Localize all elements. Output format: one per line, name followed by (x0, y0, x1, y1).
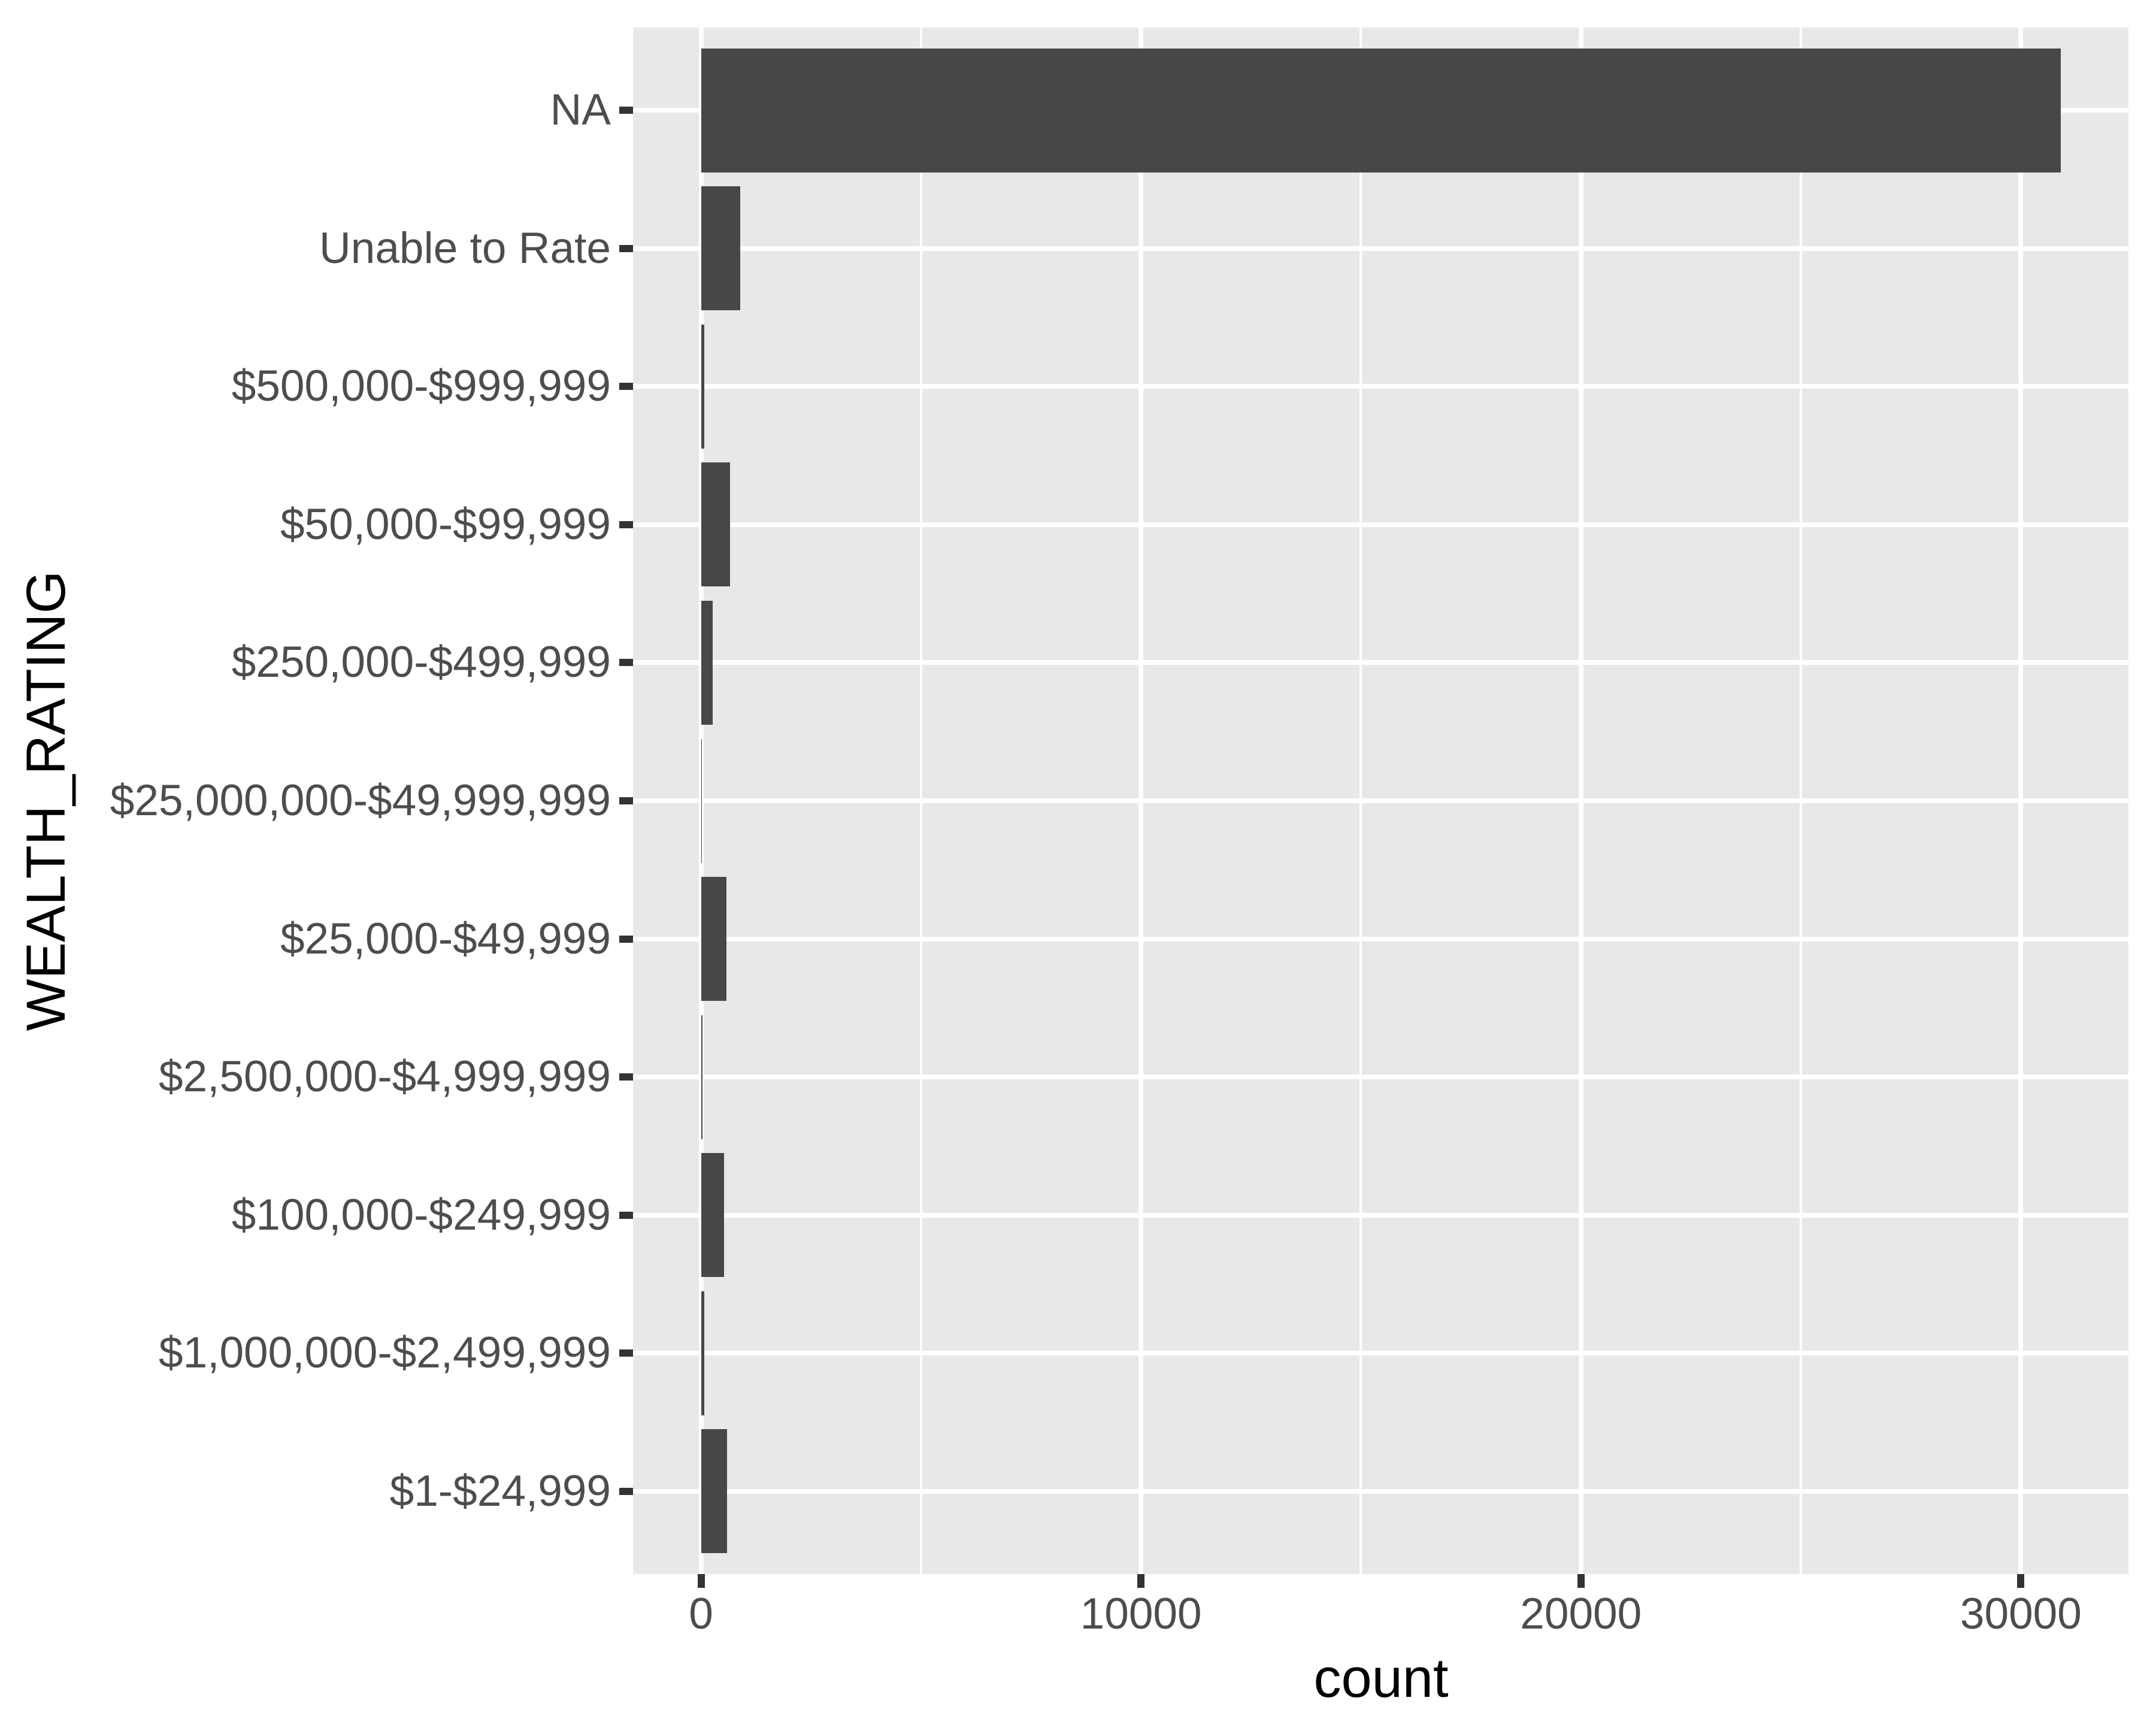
major-gridline-row (633, 246, 2128, 251)
major-gridline-row (633, 660, 2128, 665)
bar-row-0 (701, 48, 2061, 172)
y-tick-mark (619, 383, 633, 391)
y-tick-mark (619, 1211, 633, 1219)
y-tick-mark (619, 935, 633, 943)
y-tick-label: $50,000-$99,999 (280, 500, 611, 549)
y-axis-title: WEALTH_RATING (16, 570, 77, 1031)
bar-row-7 (701, 1015, 703, 1139)
x-axis-title: count (1313, 1648, 1449, 1709)
y-tick-label: $25,000,000-$49,999,999 (110, 776, 611, 825)
x-tick-label: 30000 (1960, 1590, 2082, 1638)
plot-panel (633, 28, 2128, 1574)
bar-row-1 (701, 186, 740, 311)
y-tick-mark (619, 659, 633, 667)
x-tick-mark (1137, 1574, 1145, 1588)
y-tick-mark (619, 1487, 633, 1495)
bar-row-6 (701, 877, 726, 1001)
major-gridline-row (633, 1351, 2128, 1356)
x-tick-label: 20000 (1520, 1590, 1642, 1638)
x-tick-mark (2017, 1574, 2025, 1588)
major-gridline-row (633, 522, 2128, 527)
y-tick-label: $25,000-$49,999 (280, 914, 611, 963)
bar-row-8 (701, 1153, 725, 1278)
y-tick-mark (619, 1349, 633, 1357)
bar-row-5 (701, 739, 702, 863)
bar-row-9 (701, 1291, 705, 1415)
y-tick-mark (619, 520, 633, 528)
y-tick-mark (619, 107, 633, 114)
y-tick-mark (619, 244, 633, 252)
y-tick-mark (619, 797, 633, 804)
x-tick-label: 0 (689, 1590, 713, 1638)
y-tick-label: $1,000,000-$2,499,999 (158, 1328, 611, 1378)
y-tick-label: NA (550, 86, 611, 135)
major-gridline-row (633, 798, 2128, 803)
major-gridline-row (633, 1212, 2128, 1218)
y-tick-label: $2,500,000-$4,999,999 (158, 1052, 611, 1101)
y-tick-label: $100,000-$249,999 (231, 1190, 611, 1239)
y-tick-mark (619, 1073, 633, 1081)
major-gridline-row (633, 1488, 2128, 1494)
major-gridline-row (633, 1075, 2128, 1080)
y-tick-label: $500,000-$999,999 (231, 362, 611, 411)
bar-row-4 (701, 600, 713, 725)
y-tick-label: $1-$24,999 (389, 1466, 611, 1515)
y-tick-label: Unable to Rate (319, 223, 611, 273)
major-gridline-row (633, 384, 2128, 389)
x-tick-mark (1577, 1574, 1585, 1588)
x-tick-mark (697, 1574, 705, 1588)
bar-row-10 (701, 1429, 727, 1554)
major-gridline-row (633, 936, 2128, 942)
bar-row-3 (701, 462, 730, 587)
bar-row-2 (701, 324, 705, 449)
y-tick-label: $250,000-$499,999 (231, 638, 611, 687)
x-tick-label: 10000 (1080, 1590, 1202, 1638)
